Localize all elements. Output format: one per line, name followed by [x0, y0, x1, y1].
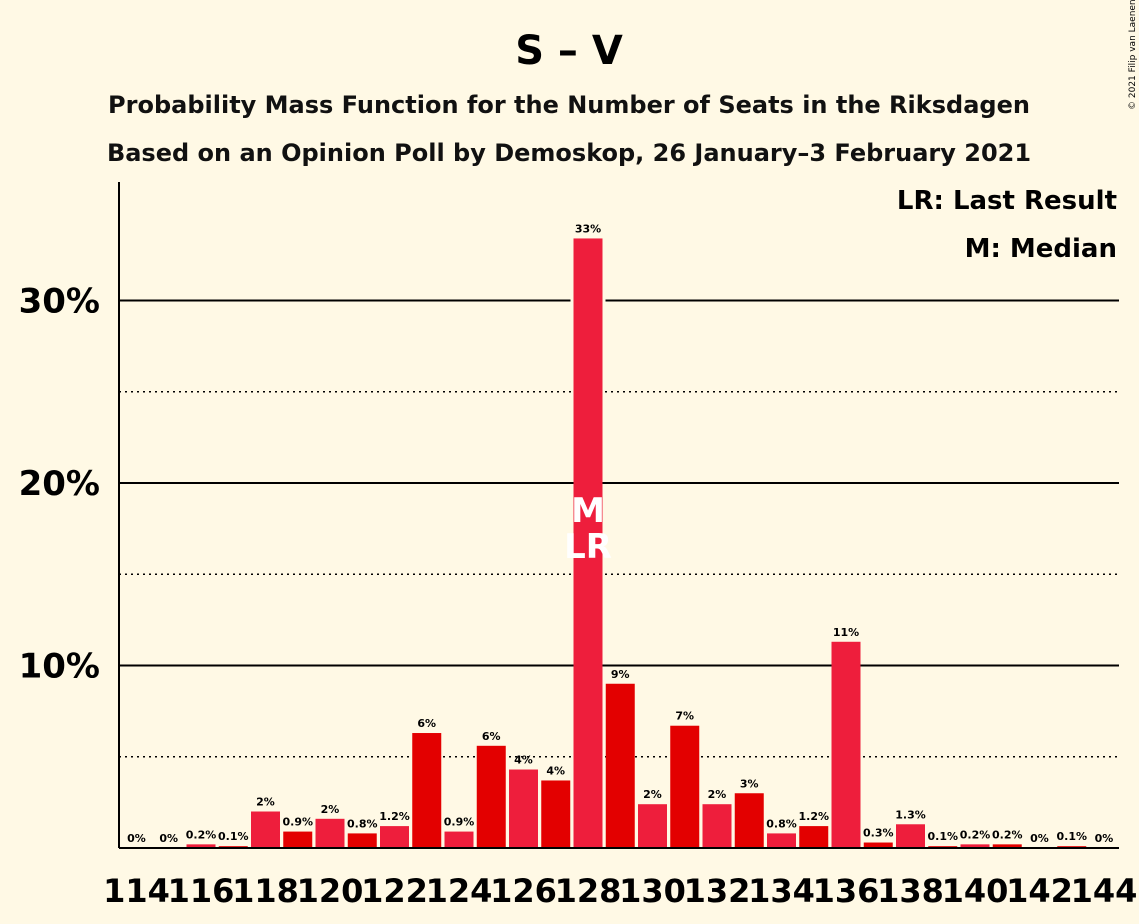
chart-title: S – V	[515, 28, 623, 74]
data-label-seat-137: 0.3%	[863, 827, 894, 840]
data-label-seat-116: 0.2%	[186, 828, 217, 841]
bar-seat-124	[444, 831, 474, 848]
data-label-seat-117: 0.1%	[218, 830, 249, 843]
x-tick-label: 136	[813, 872, 880, 910]
x-tick-label: 132	[684, 872, 751, 910]
bar-seat-116	[186, 844, 216, 848]
bar-seat-136	[831, 641, 861, 848]
x-tick-label: 122	[361, 872, 428, 910]
x-tick-label: 130	[619, 872, 686, 910]
x-tick-label: 134	[748, 872, 815, 910]
bar-seat-134	[767, 833, 796, 848]
data-label-seat-142: 0%	[1030, 832, 1049, 845]
x-tick-label: 128	[555, 872, 622, 910]
bar-seat-135	[799, 826, 829, 848]
bar-seat-140	[960, 844, 990, 848]
data-label-seat-127: 4%	[546, 764, 565, 777]
data-label-seat-115: 0%	[159, 832, 178, 845]
data-labels-group: 0% 0% 0.2% 0.1%2%0.9%2%0.8%1.2%6%0.9%6%4%4%…	[127, 222, 1113, 845]
data-label-seat-125: 6%	[482, 730, 501, 743]
bar-seat-120	[315, 818, 345, 848]
data-label-seat-124: 0.9%	[444, 816, 475, 829]
x-tick-label: 126	[490, 872, 557, 910]
data-label-seat-121: 0.8%	[347, 817, 378, 830]
data-label-seat-122: 1.2%	[379, 810, 410, 823]
y-tick-label: 20%	[19, 464, 100, 504]
data-label-seat-131: 7%	[675, 710, 694, 723]
data-label-seat-130: 2%	[643, 788, 662, 801]
bars-group	[186, 238, 1087, 848]
chart-subtitle-line-1: Probability Mass Function for the Number…	[108, 91, 1030, 119]
x-tick-label: 144	[1071, 872, 1138, 910]
x-tick-label: 118	[232, 872, 299, 910]
data-label-seat-141: 0.2%	[992, 828, 1023, 841]
bar-seat-132	[702, 804, 732, 848]
bar-seat-118	[251, 811, 280, 848]
data-label-seat-119: 0.9%	[282, 816, 313, 829]
data-label-seat-144: 0%	[1095, 832, 1114, 845]
x-tick-label: 114	[103, 872, 170, 910]
x-tick-label: 140	[942, 872, 1009, 910]
y-tick-labels: 10% 20% 30%	[19, 282, 100, 687]
chart-subtitle-line-2: Based on an Opinion Poll by Demoskop, 26…	[107, 139, 1031, 167]
data-label-seat-114: 0%	[127, 832, 146, 845]
data-label-seat-132: 2%	[708, 788, 727, 801]
data-label-seat-128: 33%	[575, 222, 601, 235]
data-label-seat-126: 4%	[514, 754, 533, 767]
data-label-seat-136: 11%	[833, 626, 859, 639]
data-label-seat-135: 1.2%	[798, 810, 829, 823]
bar-seat-119	[283, 831, 313, 848]
bar-seat-128	[573, 238, 603, 848]
data-label-seat-140: 0.2%	[960, 828, 991, 841]
x-tick-label: 124	[426, 872, 493, 910]
data-label-seat-133: 3%	[740, 777, 759, 790]
bar-seat-130	[638, 804, 667, 848]
legend-last-result: LR: Last Result	[897, 186, 1117, 216]
bar-seat-122	[380, 826, 409, 848]
legend-median: M: Median	[965, 234, 1117, 264]
data-label-seat-143: 0.1%	[1056, 830, 1087, 843]
bar-seat-133	[734, 793, 764, 848]
x-tick-label: 138	[877, 872, 944, 910]
x-tick-label: 116	[168, 872, 235, 910]
data-label-seat-120: 2%	[321, 803, 340, 816]
median-last-result-markers: MLR	[564, 491, 612, 567]
x-tick-label: 142	[1006, 872, 1073, 910]
copyright-notice: © 2021 Filip van Laenen	[1128, 0, 1138, 110]
bar-seat-126	[509, 769, 538, 848]
data-label-seat-129: 9%	[611, 668, 630, 681]
x-tick-label: 120	[297, 872, 364, 910]
bar-seat-125	[476, 745, 506, 848]
bar-seat-138	[896, 824, 925, 848]
median-marker: M	[571, 491, 605, 531]
data-label-seat-138: 1.3%	[895, 808, 926, 821]
bar-seat-141	[992, 844, 1022, 848]
data-label-seat-118: 2%	[256, 796, 275, 809]
bar-seat-129	[605, 683, 635, 848]
x-tick-labels: 1141161181201221241261281301321341361381…	[103, 872, 1137, 910]
y-tick-label: 30%	[19, 282, 100, 322]
bar-seat-121	[347, 833, 377, 848]
bar-seat-127	[541, 780, 571, 848]
data-label-seat-134: 0.8%	[766, 817, 797, 830]
last-result-marker: LR	[564, 527, 612, 567]
data-label-seat-139: 0.1%	[927, 830, 958, 843]
bar-seat-137	[863, 842, 893, 848]
bar-seat-131	[670, 725, 700, 848]
bar-seat-123	[412, 733, 442, 848]
data-label-seat-123: 6%	[417, 717, 436, 730]
y-tick-label: 10%	[19, 647, 100, 687]
